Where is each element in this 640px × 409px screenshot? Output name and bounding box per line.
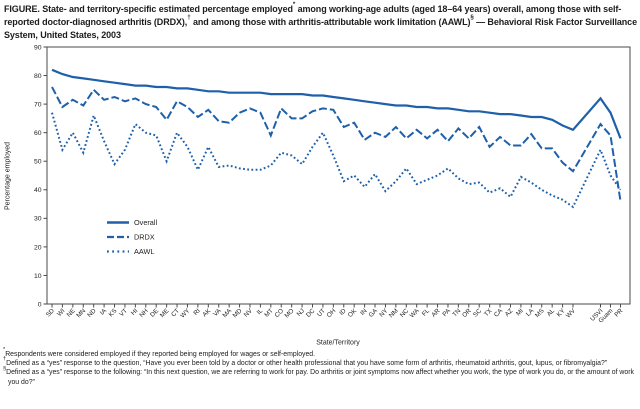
legend-label-drdx: DRDX: [134, 233, 155, 242]
footnote-text: Respondents were considered employed if …: [5, 351, 316, 358]
y-tick-label: 50: [34, 159, 42, 166]
x-tick-label: PR: [613, 307, 624, 318]
x-tick-label: VT: [118, 307, 129, 318]
x-tick-label: ID: [338, 307, 348, 317]
x-tick-label: WI: [56, 307, 67, 318]
footnote: §Defined as a “yes” response to the foll…: [3, 365, 637, 386]
x-tick-label: OR: [461, 307, 473, 319]
footnote-text: Defined as a “yes” response to the quest…: [6, 360, 608, 368]
title-text: FIGURE. State- and territory-specific es…: [4, 4, 293, 14]
footnote-text: Defined as a “yes” response to the follo…: [6, 369, 634, 386]
x-tick-label: NM: [388, 307, 400, 319]
x-tick-label: IN: [359, 307, 369, 317]
x-tick-label: SC: [472, 307, 483, 318]
x-tick-label: CA: [493, 307, 505, 319]
title-footnote-marker: §: [470, 14, 474, 21]
y-tick-label: 70: [34, 102, 42, 109]
x-tick-label: AR: [430, 307, 441, 318]
y-tick-label: 10: [34, 273, 42, 280]
x-tick-label: NC: [399, 307, 411, 319]
drdx-line: [51, 86, 622, 202]
x-tick-label: IL: [256, 307, 265, 316]
x-tick-label: KS: [108, 307, 119, 318]
x-tick-label: DC: [305, 307, 317, 319]
x-tick-label: WA: [409, 307, 422, 320]
y-tick-label: 90: [34, 44, 42, 51]
x-tick-label: MT: [263, 307, 274, 318]
legend-label-aawl: AAWL: [134, 247, 154, 256]
x-tick-label: AZ: [504, 307, 515, 318]
x-tick-label: UT: [316, 307, 327, 318]
x-tick-label: NE: [66, 307, 77, 318]
y-tick-label: 0: [38, 301, 42, 308]
y-tick-label: 60: [34, 130, 42, 137]
x-tick-label: ND: [86, 307, 98, 319]
x-tick-label: OK: [347, 307, 359, 319]
x-tick-label: MO: [283, 307, 295, 319]
x-axis-title: State/Territory: [316, 340, 360, 347]
x-tick-label: AK: [201, 307, 212, 318]
plot-frame: [46, 46, 631, 305]
x-tick-label: TN: [451, 307, 462, 318]
x-tick-label: IA: [99, 307, 109, 317]
x-tick-label: WV: [565, 307, 578, 320]
chart: 0 10 20 30 40 50 60 70 80 90 SD WI NE MN ND IA KS VT HI NH D…: [5, 44, 631, 347]
x-tick-label: GA: [368, 307, 380, 319]
title-text: and among those with arthritis-attributa…: [190, 17, 471, 27]
title-text: among working-age adults (aged 18–64 yea…: [4, 4, 622, 27]
x-tick-label: CO: [274, 307, 286, 319]
y-tick-label: 80: [34, 73, 42, 80]
x-tick-label: TX: [483, 307, 494, 318]
footnote-symbol: †: [3, 356, 7, 363]
x-tick-label: NH: [138, 307, 150, 319]
x-tick-label: HI: [130, 307, 140, 317]
x-tick-label: RI: [192, 307, 202, 317]
x-tick-label: AL: [546, 307, 557, 318]
x-tick-label: FL: [421, 307, 431, 317]
x-tick-label: LA: [525, 307, 536, 318]
x-tick-label: MS: [534, 307, 546, 319]
legend-label-overall: Overall: [134, 218, 157, 227]
footnote-symbol: *: [3, 347, 6, 354]
figure-title: FIGURE. State- and territory-specific es…: [4, 1, 637, 42]
x-tick-label: NY: [378, 307, 390, 319]
x-tick-label: CT: [170, 307, 181, 318]
y-tick-label: 30: [34, 216, 42, 223]
y-tick-label: 20: [34, 244, 42, 251]
y-axis-title: Percentage employed: [5, 142, 12, 210]
x-tick-label: OH: [326, 307, 338, 319]
footnote: †Defined as a “yes” response to the ques…: [3, 356, 637, 368]
x-tick-label: MI: [515, 307, 525, 317]
aawl-line: [51, 112, 622, 209]
x-tick-label: NV: [243, 307, 255, 319]
footnotes: *Respondents were considered employed if…: [3, 347, 637, 387]
title-footnote-marker: *: [292, 1, 296, 8]
x-tick-label: PA: [441, 307, 452, 318]
title-footnote-marker: †: [187, 14, 191, 21]
title-text: — Behavioral Risk Factor Surveillance Sy…: [4, 17, 637, 40]
x-tick-label: DE: [149, 307, 160, 318]
overall-line: [51, 68, 622, 139]
x-tick-label: SD: [45, 307, 56, 318]
x-tick-label: WY: [179, 307, 192, 320]
footnote: *Respondents were considered employed if…: [3, 347, 637, 359]
footnote-symbol: §: [3, 365, 7, 372]
x-tick-label: ME: [159, 307, 171, 319]
x-tick-label: NJ: [296, 307, 306, 317]
y-tick-label: 40: [34, 187, 42, 194]
x-tick-label: KY: [556, 307, 567, 318]
x-tick-label: VA: [212, 307, 223, 318]
